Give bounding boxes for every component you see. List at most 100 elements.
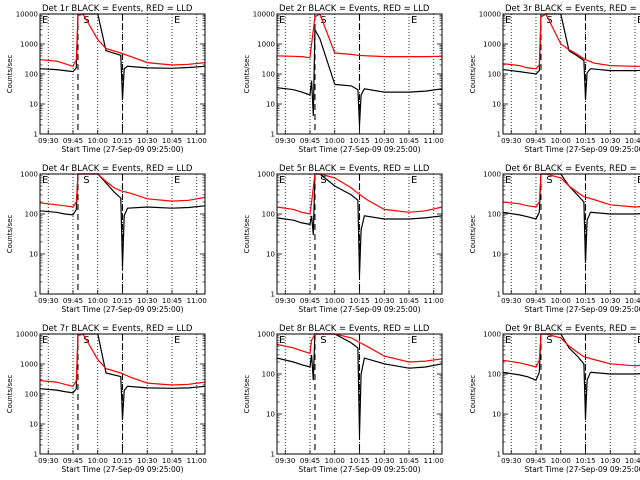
x-tick-label: 09:30 [501,137,521,145]
x-tick-label: 09:45 [526,457,546,465]
panel-6: Det 6r BLACK = Events, RED = LLD 09:30 09:… [469,164,640,314]
x-tick-label: 09:30 [38,297,58,305]
y-tick-label: 100 [262,211,275,219]
y-axis-label: Counts/sec [6,55,14,94]
x-axis-label: Start Time (27-Sep-09 09:25:00) [62,465,184,474]
x-tick-label: 10:00 [551,137,571,145]
x-tick-label: 10:00 [325,457,345,465]
x-tick-label: 09:45 [63,297,83,305]
x-tick-label: 10:30 [137,457,157,465]
plot-frame [39,333,206,455]
y-tick-label: 1 [271,291,275,299]
x-tick-label: 09:30 [38,137,58,145]
y-axis-label: Counts/sec [6,215,14,254]
x-axis-label: Start Time (27-Sep-09 09:25:00) [525,145,640,154]
y-tick-label: 1 [497,131,501,139]
x-tick-label: 10:45 [399,297,419,305]
y-tick-label: 10000 [16,331,38,339]
x-tick-label: 10:00 [88,137,108,145]
x-axis-label: Start Time (27-Sep-09 09:25:00) [62,305,184,314]
y-tick-label: 100 [25,211,38,219]
x-tick-label: 10:15 [575,457,595,465]
marker-label: E [411,335,417,346]
marker-label: E [174,335,180,346]
y-tick-label: 1 [34,131,38,139]
x-tick-label: 11:00 [187,457,207,465]
x-tick-label: 10:45 [625,137,640,145]
y-tick-label: 1 [497,291,501,299]
marker-label: E [505,175,511,186]
y-tick-label: 1000 [483,171,501,179]
x-tick-label: 10:15 [112,297,132,305]
y-tick-label: 100 [262,371,275,379]
x-tick-label: 10:00 [551,457,571,465]
x-tick-label: 10:45 [162,297,182,305]
lld-series-line [276,13,443,59]
x-tick-label: 11:00 [424,137,444,145]
marker-label: E [411,15,417,26]
plot-frame [276,173,443,295]
events-series-line [276,173,443,275]
x-tick-label: 09:30 [275,137,295,145]
x-tick-label: 10:45 [399,457,419,465]
x-tick-label: 10:30 [374,457,394,465]
marker-label: E [174,175,180,186]
y-tick-label: 1000 [20,41,38,49]
plot-frame [39,173,206,295]
y-tick-label: 1 [34,451,38,459]
y-tick-label: 1000 [257,171,275,179]
x-tick-label: 10:00 [88,457,108,465]
y-axis-label: Counts/sec [469,375,477,414]
y-tick-label: 10 [266,101,275,109]
events-series-line [39,333,206,419]
events-series-line [276,27,443,126]
events-series-line [276,333,443,435]
marker-label: S [320,15,326,26]
x-tick-label: 10:15 [349,457,369,465]
marker-label: S [83,175,89,186]
y-tick-label: 100 [488,71,501,79]
marker-label: E [505,335,511,346]
y-axis-label: Counts/sec [243,55,251,94]
panel-5: Det 5r BLACK = Events, RED = LLD 09:30 09:… [243,164,444,314]
x-tick-label: 10:15 [349,297,369,305]
x-axis-label: Start Time (27-Sep-09 09:25:00) [525,305,640,314]
marker-label: E [637,15,640,26]
y-tick-label: 10 [29,251,38,259]
x-tick-label: 10:15 [112,457,132,465]
marker-label: S [320,175,326,186]
y-tick-label: 10000 [16,11,38,19]
x-tick-label: 11:00 [424,297,444,305]
panel-1: Det 1r BLACK = Events, RED = LLD 09:30 09:… [6,4,207,154]
marker-label: E [505,15,511,26]
x-tick-label: 10:30 [374,137,394,145]
plot-frame [502,173,640,295]
y-axis-label: Counts/sec [469,55,477,94]
y-tick-label: 10 [29,101,38,109]
y-tick-label: 1 [497,451,501,459]
x-tick-label: 10:45 [625,297,640,305]
x-axis-label: Start Time (27-Sep-09 09:25:00) [525,465,640,474]
events-series-line [502,173,640,263]
y-tick-label: 10 [492,101,501,109]
lld-series-line [502,173,640,208]
y-tick-label: 1000 [257,41,275,49]
panel-title: Det 2r BLACK = Events, RED = LLD [279,4,430,14]
marker-label: E [637,175,640,186]
panel-title: Det 6r BLACK = Events, RED = LLD [505,164,640,174]
plot-frame [276,333,443,455]
marker-label: E [279,335,285,346]
x-tick-label: 10:15 [575,137,595,145]
x-axis-label: Start Time (27-Sep-09 09:25:00) [299,145,421,154]
x-tick-label: 10:30 [137,297,157,305]
y-tick-label: 1 [34,291,38,299]
marker-label: E [42,175,48,186]
marker-label: E [279,175,285,186]
y-axis-label: Counts/sec [469,215,477,254]
panel-9: Det 9r BLACK = Events, RED = LLD 09:30 09:… [469,324,640,474]
panel-8: Det 8r BLACK = Events, RED = LLD 09:30 09:… [243,324,444,474]
y-axis-label: Counts/sec [6,375,14,414]
lld-series-line [39,173,206,208]
plot-frame [276,13,443,135]
